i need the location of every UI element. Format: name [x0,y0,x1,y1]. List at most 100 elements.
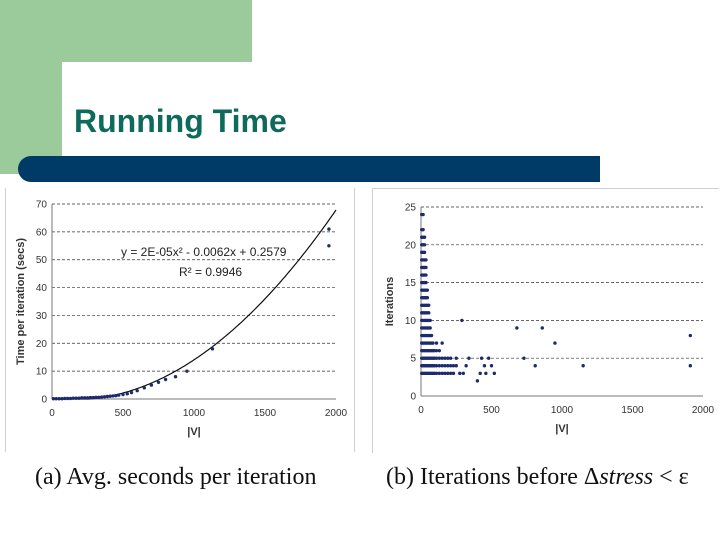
chart-b-x-axis-title: |V| [555,423,569,435]
chart-b-point [431,341,435,345]
chart-b-point [467,356,471,360]
chart-b-xtick-label: 1000 [551,405,574,416]
chart-b-point [540,326,544,330]
chart-a-xtick-label: 1500 [254,408,277,419]
chart-b-point [440,341,444,345]
chart-b-point [522,356,526,360]
chart-b-ytick-label: 20 [405,240,417,251]
chart-b-point [448,371,453,376]
chart-b-point [427,311,431,315]
accent-block-top [0,0,252,62]
chart-a-point [51,397,56,401]
chart-a-point [114,393,118,398]
chart-a-point [185,369,189,373]
chart-b-point [443,371,447,376]
chart-a-point [102,395,107,399]
chart-b-point [427,303,431,307]
chart-b-point [479,356,484,360]
chart-a-ytick-label: 0 [41,395,47,406]
chart-b-point [422,235,427,239]
chart-b-xtick-label: 2000 [692,405,715,416]
chart-a-point [74,396,78,400]
chart-b-point [515,326,519,330]
chart-a-point [88,395,93,400]
chart-b-point [422,250,427,255]
chart-a-point [63,396,67,401]
title-underline-bar [18,156,600,182]
chart-a-point [80,396,84,400]
chart-a-point [57,397,61,401]
chart-a-point [327,244,331,248]
chart-b-point [553,341,557,345]
chart-a-point [121,392,125,397]
chart-b-caption-prefix: (b) Iterations before [386,464,584,490]
chart-a-r-squared: R² = 0.9946 [179,265,242,279]
chart-b-ytick-label: 25 [405,203,417,214]
chart-b-point [464,364,468,368]
chart-b-point [443,356,447,360]
chart-a-ytick-label: 60 [36,227,48,238]
chart-a-point [129,390,134,395]
chart-b-point [446,371,450,376]
chart-a-ytick-label: 40 [36,283,48,294]
chart-b-point [424,258,428,262]
chart-a-point [173,375,178,379]
chart-b-ytick-label: 5 [410,354,416,365]
chart-a-point [97,395,101,400]
chart-a-point [65,396,70,401]
accent-block-left [0,62,62,174]
chart-b-point [421,227,425,232]
chart-a-point [156,380,161,384]
chart-b-point [446,356,450,360]
chart-b-point [424,265,428,270]
chart-a-point [135,388,139,393]
chart-a-x-axis-title: |V| [187,426,201,438]
chart-b-point [458,371,462,376]
chart-a-xtick-label: 1000 [183,408,206,419]
chart-a-y-axis-title: Time per iteration (secs) [15,238,27,365]
chart-a-point [210,347,215,351]
chart-a-xtick-label: 2000 [325,408,348,419]
chart-a-xtick-label: 0 [49,408,55,419]
chart-b-point [425,296,430,300]
chart-b-point [492,371,497,376]
chart-a-point [71,396,76,400]
chart-b-point [533,364,537,368]
chart-b-point [440,364,444,368]
chart-b-point [429,333,434,338]
chart-b-point [428,318,432,323]
chart-b-point [437,364,442,368]
chart-a-trendline-equation: y = 2E-05x² - 0.0062x + 0.2579 [121,245,287,259]
chart-b-point [437,348,442,353]
chart-b-panel: 0 5 10 15 20 25 0 500 1000 1500 2000 |V| Iterations [372,188,719,453]
chart-b-xtick-label: 0 [418,405,424,416]
chart-a-ytick-label: 50 [36,255,48,266]
chart-b-point [581,364,585,368]
chart-b-point [440,356,444,360]
chart-b-point [424,273,428,277]
chart-b-xtick-label: 1500 [621,405,644,416]
chart-a-point [68,396,73,401]
chart-a-plot: 0 10 20 30 40 50 60 70 0 500 1000 1500 2000 |V| Time p… [15,200,348,439]
chart-a-ytick-label: 10 [36,367,48,378]
chart-b-point [482,364,487,368]
chart-a-point [125,392,129,396]
chart-b-point [454,356,458,360]
chart-a-point [105,394,110,399]
chart-b-point [437,356,442,360]
chart-b-point [446,364,450,368]
chart-b-point [486,356,491,360]
chart-b-point [421,212,425,217]
chart-a-point [163,377,168,382]
chart-b-caption-stress: stress [599,464,654,490]
chart-a-trendline [51,209,337,400]
chart-a-panel: 0 10 20 30 40 50 60 70 0 500 1000 1500 2000 |V| Time p… [5,188,355,452]
chart-b-point [448,364,453,368]
chart-b-caption-suffix: < ε [653,464,689,490]
chart-a-ytick-label: 70 [36,200,48,211]
chart-a-point [77,396,81,400]
chart-b-y-axis-title: Iterations [384,277,396,327]
chart-b-point [451,364,456,368]
slide-title: Running Time [74,103,287,139]
chart-b-point [434,348,439,353]
